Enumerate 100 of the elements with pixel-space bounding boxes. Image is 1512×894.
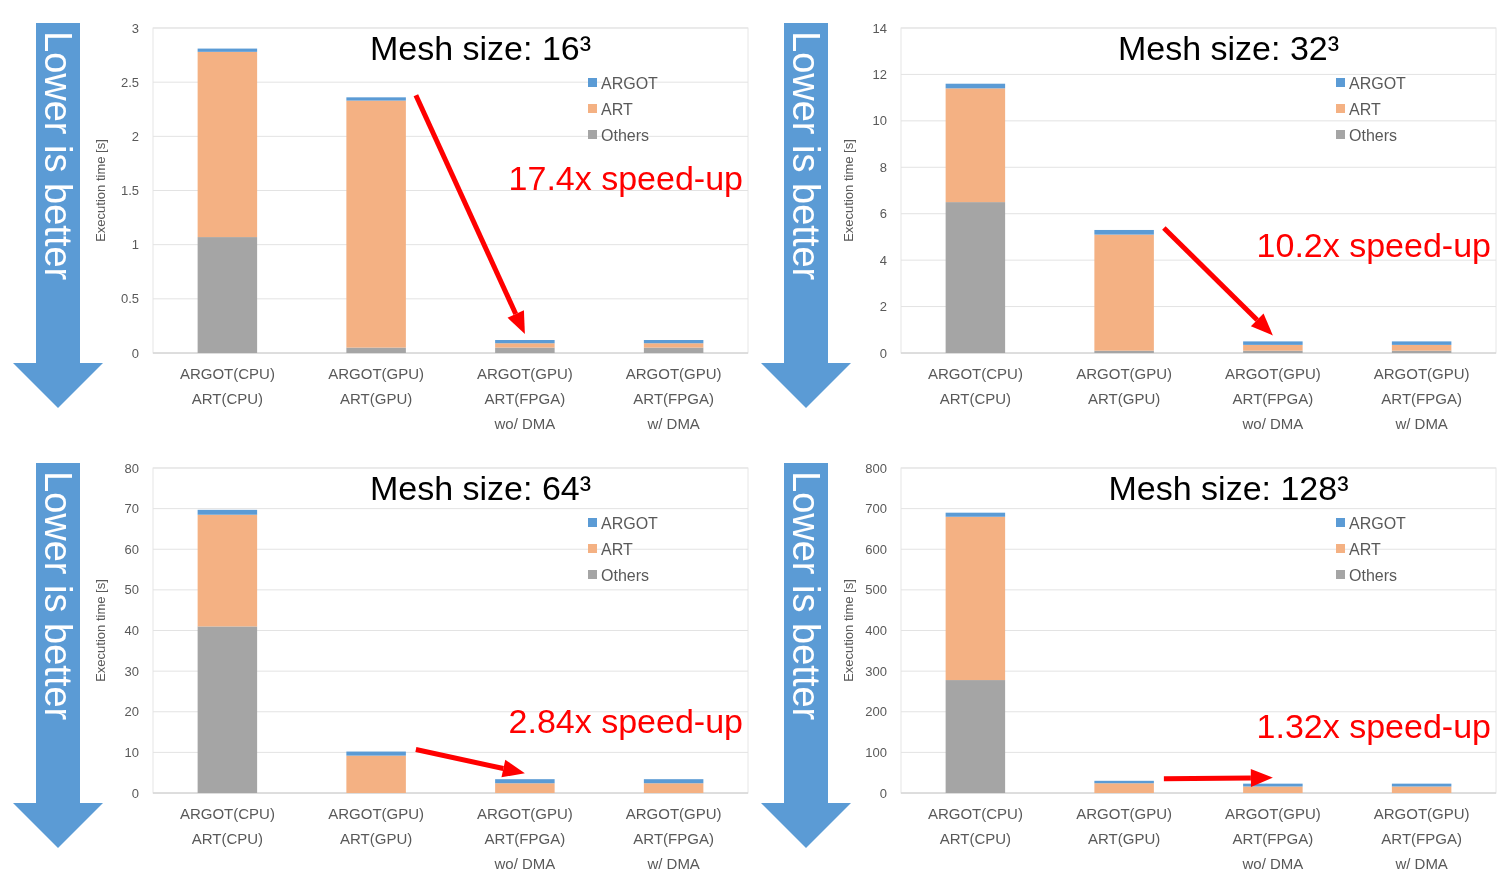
text: Lower is better <box>784 471 827 721</box>
legend-label: ART <box>601 540 633 558</box>
y-tick-label: 20 <box>124 704 139 720</box>
bar <box>495 343 555 348</box>
y-tick-label: 0 <box>879 785 887 801</box>
y-tick-label: 50 <box>124 582 139 598</box>
bar <box>495 779 555 784</box>
annotation: 17.4x speed-up <box>508 158 743 197</box>
y-tick-label: 60 <box>124 541 139 557</box>
legend-label: Others <box>1349 566 1398 584</box>
y-tick-label: 400 <box>865 623 887 639</box>
legend-label: ART <box>601 100 633 118</box>
text: Lower is better <box>784 31 827 281</box>
x-tick-label: ARGOT(GPU) ART(FPGA) w/ DMA <box>625 805 722 872</box>
x-tick-label: ARGOT(GPU) ART(GPU) <box>328 805 425 847</box>
x-tick-label: ARGOT(GPU) ART(GPU) <box>1076 365 1173 407</box>
x-tick-label: ARGOT(GPU) ART(GPU) <box>1076 805 1173 847</box>
legend-label: ARGOT <box>1349 514 1407 532</box>
bar <box>1243 344 1303 351</box>
y-axis-title: Execution time [s] <box>93 579 108 682</box>
chart-title: Mesh size: 64³ <box>369 469 592 507</box>
bar <box>197 514 258 627</box>
y-tick-label: 8 <box>879 159 887 175</box>
x-tick-label: ARGOT(GPU) ART(FPGA) w/ DMA <box>1373 805 1470 872</box>
x-tick-label: ARGOT(GPU) ART(FPGA) w/ DMA <box>1373 365 1470 432</box>
legend-label: Others <box>601 566 650 584</box>
bar <box>643 779 704 784</box>
bar <box>1094 234 1154 351</box>
annotation: 2.84x speed-up <box>508 702 743 741</box>
chart-title: Mesh size: 32³ <box>1117 29 1340 67</box>
legend-label: ART <box>1349 100 1381 118</box>
bar <box>1243 341 1303 345</box>
y-tick-label: 14 <box>872 20 887 36</box>
text: Lower is better <box>36 471 79 721</box>
bar <box>945 88 1006 203</box>
y-tick-label: 500 <box>865 582 887 598</box>
y-axis-title: Execution time [s] <box>841 579 856 682</box>
text: Lower is better <box>36 31 79 281</box>
y-tick-label: 70 <box>124 501 139 517</box>
y-axis-title: Execution time [s] <box>93 139 108 242</box>
x-tick-label: ARGOT(GPU) ART(FPGA) wo/ DMA <box>1224 805 1321 872</box>
y-tick-label: 10 <box>872 113 887 129</box>
annotation: 1.32x speed-up <box>1256 706 1491 745</box>
bar <box>346 751 406 756</box>
bar <box>1391 344 1452 351</box>
x-tick-label: ARGOT(CPU) ART(CPU) <box>927 365 1023 407</box>
x-tick-label: ARGOT(GPU) ART(FPGA) wo/ DMA <box>1224 365 1321 432</box>
bar <box>495 340 555 344</box>
x-tick-label: ARGOT(GPU) ART(GPU) <box>328 365 425 407</box>
x-tick-label: ARGOT(CPU) ART(CPU) <box>179 805 275 847</box>
bar <box>945 516 1006 681</box>
y-tick-label: 10 <box>124 744 139 760</box>
bar <box>346 97 406 101</box>
y-tick-label: 0 <box>879 345 887 361</box>
bar <box>1391 783 1452 787</box>
y-tick-label: 0 <box>131 345 139 361</box>
x-tick-label: ARGOT(GPU) ART(FPGA) wo/ DMA <box>476 805 573 872</box>
x-tick-label: ARGOT(GPU) ART(FPGA) wo/ DMA <box>476 365 573 432</box>
bar <box>197 626 258 793</box>
chart-title: Mesh size: 128³ <box>1108 469 1349 507</box>
bar <box>643 783 704 793</box>
bar <box>197 509 258 515</box>
bar <box>346 100 406 348</box>
bar <box>495 347 555 353</box>
bar <box>1094 783 1154 793</box>
y-tick-label: 40 <box>124 623 139 639</box>
y-tick-label: 2 <box>879 299 887 315</box>
legend-label: Others <box>601 126 650 144</box>
bar <box>945 512 1006 517</box>
bar <box>1391 786 1452 793</box>
annotation: 10.2x speed-up <box>1256 225 1491 264</box>
bar <box>197 51 258 238</box>
x-tick-label: ARGOT(GPU) ART(FPGA) w/ DMA <box>625 365 722 432</box>
y-tick-label: 30 <box>124 663 139 679</box>
y-tick-label: 600 <box>865 541 887 557</box>
y-tick-label: 1 <box>131 237 139 253</box>
x-tick-label: ARGOT(CPU) ART(CPU) <box>927 805 1023 847</box>
bar <box>643 340 704 344</box>
bar <box>643 347 704 353</box>
bar <box>197 237 258 353</box>
y-tick-label: 6 <box>879 206 887 222</box>
chart-title: Mesh size: 16³ <box>369 29 592 67</box>
legend-label: ARGOT <box>601 74 659 92</box>
bar <box>495 783 555 793</box>
y-tick-label: 3 <box>131 20 139 36</box>
y-tick-label: 700 <box>865 501 887 517</box>
legend-label: ARGOT <box>1349 74 1407 92</box>
bar <box>643 343 704 348</box>
y-axis-title: Execution time [s] <box>841 139 856 242</box>
y-tick-label: 100 <box>865 744 887 760</box>
y-tick-label: 1.5 <box>120 183 139 199</box>
y-tick-label: 4 <box>879 252 887 268</box>
bar <box>1094 229 1154 235</box>
legend-label: Others <box>1349 126 1398 144</box>
bar <box>945 202 1006 353</box>
bar <box>197 48 258 52</box>
legend-label: ART <box>1349 540 1381 558</box>
bar <box>1391 341 1452 345</box>
bar <box>945 680 1006 793</box>
bar <box>1243 783 1303 787</box>
